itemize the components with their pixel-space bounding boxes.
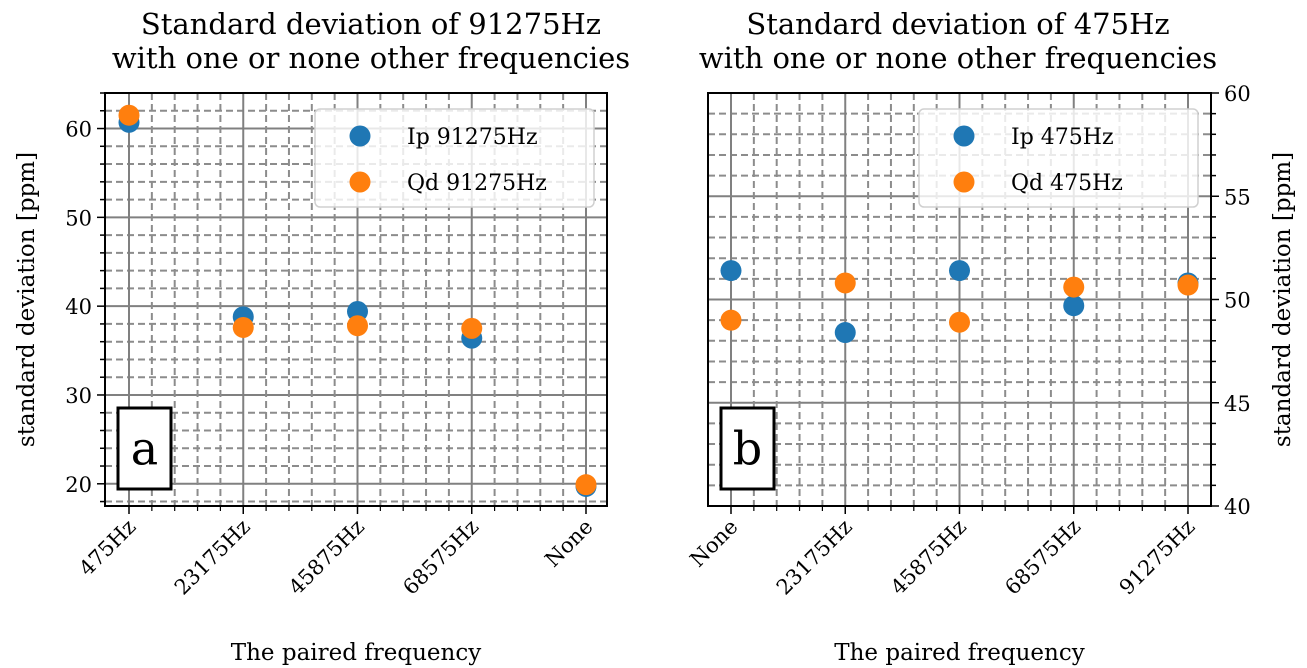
- x-tick-label: 45875Hz: [284, 515, 369, 600]
- data-point: [720, 309, 742, 331]
- data-point: [118, 104, 140, 126]
- y-tick-label: 30: [65, 384, 92, 408]
- legend: Ip 91275Hz Qd 91275Hz: [314, 108, 595, 208]
- y-tick-label: 20: [65, 473, 92, 497]
- x-axis: None 23175Hz 45875Hz 68575Hz 91275Hz: [685, 506, 1200, 600]
- data-point: [949, 311, 970, 333]
- data-point: [720, 260, 742, 282]
- y-tick-label: 40: [65, 295, 92, 319]
- legend-box: [918, 108, 1199, 208]
- y-tick-label: 60: [65, 118, 92, 142]
- panel-label-box: [116, 406, 173, 491]
- legend-marker: [953, 125, 975, 147]
- chart-title-line: with one or none other frequencies: [112, 41, 630, 75]
- x-tick-label: 475Hz: [74, 515, 140, 581]
- legend-marker: [953, 171, 975, 193]
- x-axis-label: The paired frequency: [834, 640, 1084, 666]
- legend-label: Ip 475Hz: [1011, 125, 1114, 150]
- x-axis-label: The paired frequency: [231, 640, 481, 666]
- data-point: [232, 316, 254, 338]
- y-tick-label: 40: [1224, 495, 1251, 519]
- legend: Ip 475Hz Qd 475Hz: [918, 108, 1199, 208]
- y-tick-label: 55: [1224, 185, 1251, 209]
- x-tick-label: 68575Hz: [1000, 515, 1085, 600]
- chart-panel-b: 40 45 50 55 60 None 23175Hz 45875Hz 68575Hz 91275…: [685, 7, 1296, 666]
- y-axis-label: standard deviation [ppm]: [1270, 152, 1296, 447]
- data-point: [461, 317, 483, 339]
- data-point: [1063, 276, 1085, 298]
- panel-label: b: [719, 406, 776, 491]
- x-tick-label: 68575Hz: [398, 515, 483, 600]
- x-tick-label: None: [685, 515, 742, 572]
- legend-marker: [349, 171, 371, 193]
- y-tick-label: 60: [1224, 82, 1251, 106]
- data-point: [834, 322, 856, 344]
- x-tick-label: 45875Hz: [886, 515, 971, 600]
- y-tick-label: 50: [65, 206, 92, 230]
- x-axis: 475Hz 23175Hz 45875Hz 68575Hz None: [74, 506, 598, 600]
- chart-title-line: with one or none other frequencies: [699, 41, 1217, 75]
- x-tick-label: 23175Hz: [772, 515, 857, 600]
- data-point: [347, 315, 368, 337]
- chart-title-line: Standard deviation of 475Hz: [746, 7, 1169, 41]
- plot-frame: [104, 92, 608, 507]
- data-point: [834, 272, 856, 294]
- data-point: [949, 260, 970, 282]
- legend-label: Ip 91275Hz: [407, 125, 538, 150]
- legend-box: [314, 108, 595, 208]
- series-qd: [720, 272, 1199, 333]
- y-tick-label: 45: [1224, 392, 1251, 416]
- series-qd: [118, 104, 597, 496]
- y-axis-label: standard deviation [ppm]: [14, 152, 40, 447]
- x-tick-label: 23175Hz: [170, 515, 255, 600]
- y-axis: 20 30 40 50 60: [65, 92, 105, 503]
- panel-label-box: [719, 406, 776, 491]
- x-tick-label: 91275Hz: [1115, 515, 1200, 600]
- legend-label: Qd 91275Hz: [407, 171, 547, 196]
- data-point: [1063, 295, 1085, 317]
- panel-label-text: a: [131, 422, 158, 476]
- chart-title-line: Standard deviation of 91275Hz: [141, 7, 601, 41]
- data-point: [1177, 274, 1199, 296]
- legend-label: Qd 475Hz: [1011, 171, 1123, 196]
- y-axis: 40 45 50 55 60: [1211, 82, 1251, 519]
- legend-marker: [349, 125, 371, 147]
- chart-panel-a: 20 30 40 50 60 475Hz 23175Hz 45875Hz 68575Hz None…: [14, 7, 630, 666]
- data-point: [575, 474, 597, 496]
- panel-label-text: b: [733, 422, 762, 476]
- x-tick-label: None: [540, 515, 597, 572]
- panel-label: a: [116, 406, 173, 491]
- y-tick-label: 50: [1224, 289, 1251, 313]
